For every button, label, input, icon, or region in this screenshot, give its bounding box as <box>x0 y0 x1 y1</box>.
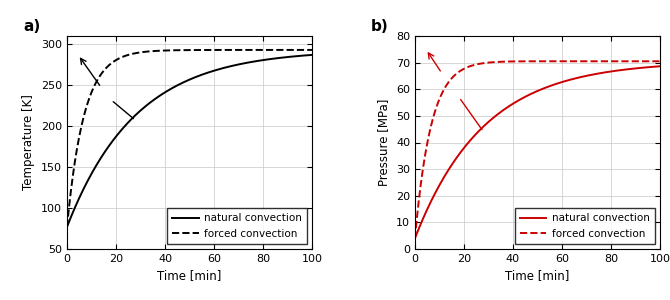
natural convection <box>515 98 523 102</box>
Text: b): b) <box>371 19 389 34</box>
forced convection <box>439 90 447 93</box>
forced convection <box>505 60 513 63</box>
forced convection <box>411 236 419 240</box>
Line: forced convection: forced convection <box>67 50 312 227</box>
natural convection <box>308 53 316 57</box>
natural convection <box>454 155 462 158</box>
X-axis label: Time [min]: Time [min] <box>505 269 570 282</box>
forced convection <box>308 48 316 52</box>
natural convection <box>651 65 659 68</box>
forced convection <box>454 71 462 75</box>
forced convection <box>105 63 113 67</box>
natural convection <box>105 143 113 147</box>
forced convection <box>515 60 523 63</box>
natural convection <box>656 64 664 68</box>
forced convection <box>651 59 659 63</box>
natural convection <box>439 177 447 181</box>
natural convection <box>91 166 99 169</box>
X-axis label: Time [min]: Time [min] <box>157 269 222 282</box>
forced convection <box>157 49 165 52</box>
natural convection <box>157 93 165 97</box>
Y-axis label: Temperature [K]: Temperature [K] <box>23 94 36 190</box>
Legend: natural convection, forced convection: natural convection, forced convection <box>168 208 307 244</box>
forced convection <box>168 49 176 52</box>
forced convection <box>656 59 664 63</box>
Line: natural convection: natural convection <box>415 66 660 238</box>
natural convection <box>505 104 513 108</box>
natural convection <box>63 225 71 229</box>
forced convection <box>625 59 633 63</box>
Text: a): a) <box>23 19 40 34</box>
forced convection <box>277 48 285 52</box>
natural convection <box>624 67 632 71</box>
natural convection <box>304 53 312 57</box>
forced convection <box>63 225 71 229</box>
Line: forced convection: forced convection <box>415 61 660 238</box>
Line: natural convection: natural convection <box>67 55 312 227</box>
forced convection <box>304 48 312 52</box>
natural convection <box>411 236 419 240</box>
Legend: natural convection, forced convection: natural convection, forced convection <box>515 208 655 244</box>
forced convection <box>91 83 99 86</box>
natural convection <box>168 87 176 90</box>
Y-axis label: Pressure [MPa]: Pressure [MPa] <box>377 99 391 186</box>
forced convection <box>545 59 553 63</box>
natural convection <box>277 56 285 60</box>
